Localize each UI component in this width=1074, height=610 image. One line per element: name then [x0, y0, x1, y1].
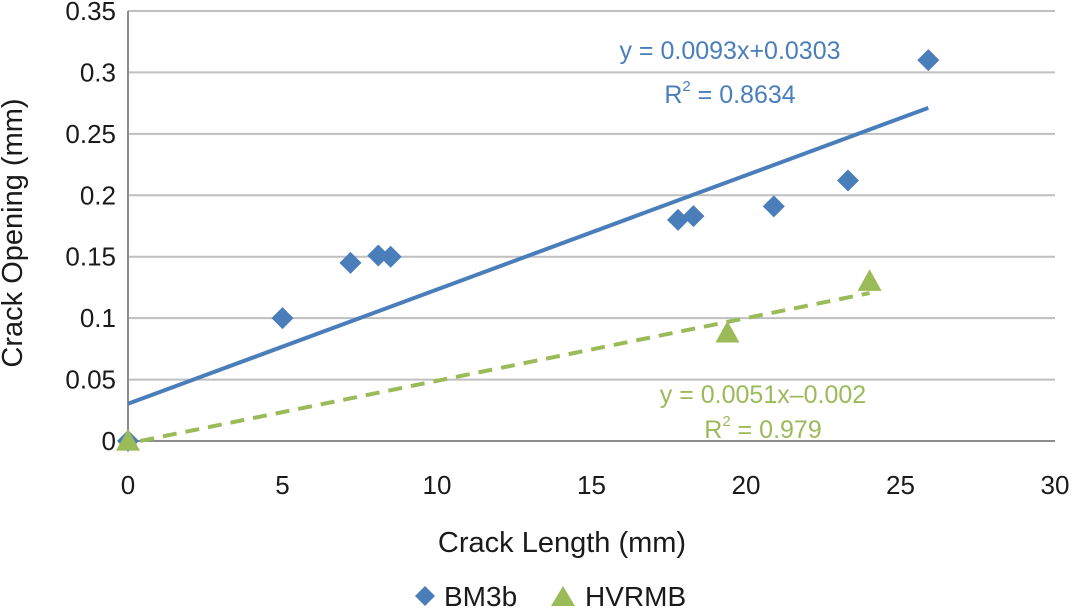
legend-marker-diamond: [415, 586, 435, 606]
legend-label-bm3b: BM3b: [444, 581, 517, 610]
x-tick-label: 20: [732, 470, 761, 500]
y-tick-label: 0.2: [80, 180, 116, 210]
x-tick-label: 5: [275, 470, 289, 500]
data-point-bm3b: [682, 205, 705, 228]
y-tick-label: 0.05: [65, 365, 116, 395]
legend-item-bm3b: BM3b: [415, 581, 517, 610]
r-squared-bm3b: R2 = 0.8634: [664, 78, 795, 109]
data-point-hvrmb: [715, 320, 740, 343]
equation-hvrmb: y = 0.0051x–0.002: [660, 381, 866, 409]
y-tick-label: 0.15: [65, 242, 116, 272]
y-tick-label: 0.25: [65, 119, 116, 149]
x-tick-label: 25: [886, 470, 915, 500]
x-tick-label: 30: [1041, 470, 1070, 500]
legend: BM3b HVRMB: [415, 581, 686, 610]
x-axis-label: Crack Length (mm): [438, 527, 686, 559]
r-squared-hvrmb: R2 = 0.979: [704, 413, 821, 444]
data-point-hvrmb: [116, 429, 140, 451]
data-points: [116, 49, 940, 452]
grid-lines: [128, 10, 1055, 381]
trendline-bm3b: [127, 105, 930, 406]
y-axis-label: Crack Opening (mm): [0, 98, 29, 367]
legend-label-hvrmb: HVRMB: [585, 581, 686, 610]
data-point-bm3b: [762, 195, 785, 218]
data-point-bm3b: [667, 208, 690, 231]
x-tick-label: 15: [577, 470, 606, 500]
y-tick-label: 0.1: [80, 303, 116, 333]
trendline-annotation-bm3b: y = 0.0093x+0.0303 R2 = 0.8634: [619, 37, 840, 109]
data-point-bm3b: [367, 244, 390, 267]
data-point-hvrmb: [857, 269, 882, 291]
data-point-bm3b: [379, 245, 402, 268]
legend-item-hvrmb: HVRMB: [551, 581, 686, 610]
equation-bm3b: y = 0.0093x+0.0303: [619, 37, 840, 65]
y-tick-label: 0.3: [80, 57, 116, 87]
data-point-bm3b: [917, 49, 940, 72]
y-tick-label: 0: [102, 426, 116, 456]
x-tick-label: 10: [423, 470, 452, 500]
data-point-bm3b: [271, 307, 294, 330]
y-tick-label: 0.35: [65, 0, 116, 26]
legend-marker-triangle: [551, 586, 575, 606]
trendline-hvrmb: [139, 291, 870, 443]
trendlines: [127, 105, 930, 443]
axes: [127, 11, 1055, 442]
data-point-bm3b: [339, 251, 362, 274]
trendline-annotation-hvrmb: y = 0.0051x–0.002 R2 = 0.979: [660, 381, 866, 444]
y-tick-labels: 0 0.05 0.1 0.15 0.2 0.25 0.3 0.35: [65, 0, 116, 456]
data-point-bm3b: [836, 169, 859, 192]
x-tick-label: 0: [121, 470, 135, 500]
x-tick-labels: 0 5 10 15 20 25 30: [121, 470, 1070, 500]
